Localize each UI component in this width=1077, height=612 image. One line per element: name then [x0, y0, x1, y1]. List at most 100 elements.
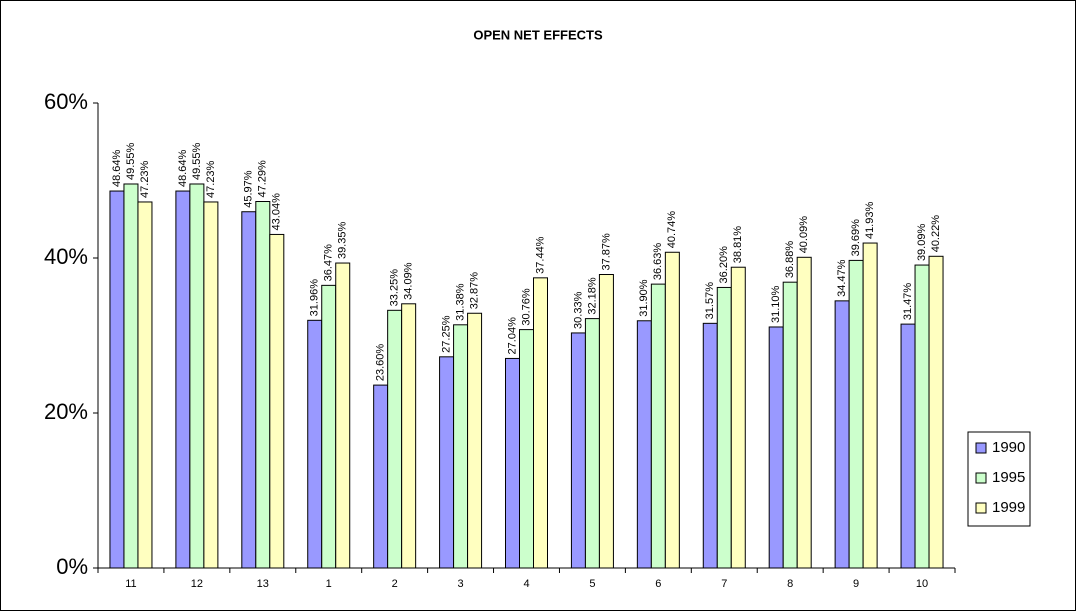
bar	[373, 384, 389, 569]
data-label: 27.25%	[440, 315, 452, 353]
data-label: 34.09%	[403, 262, 415, 300]
x-tick-label: 6	[655, 578, 661, 590]
x-tick-label: 12	[191, 578, 203, 590]
data-label: 47.23%	[205, 160, 217, 198]
bar	[387, 309, 403, 569]
bar	[123, 183, 139, 569]
bar	[307, 319, 323, 569]
data-label: 32.87%	[468, 272, 480, 310]
data-label: 40.09%	[798, 216, 810, 254]
data-label: 31.10%	[770, 285, 782, 323]
data-label: 31.38%	[454, 283, 466, 321]
x-tick-label: 4	[523, 578, 529, 590]
data-label: 37.44%	[534, 236, 546, 274]
data-label: 36.88%	[784, 241, 796, 279]
bar	[203, 201, 219, 569]
legend-swatch	[975, 502, 987, 514]
data-label: 38.81%	[732, 226, 744, 264]
bar	[570, 332, 586, 569]
y-tick-label: 0%	[56, 554, 88, 579]
bar	[175, 190, 191, 569]
data-label: 32.18%	[586, 277, 598, 315]
bar	[730, 266, 746, 569]
data-label: 36.20%	[718, 246, 730, 284]
x-tick-label: 13	[257, 578, 269, 590]
data-label: 37.87%	[600, 233, 612, 271]
bar	[928, 255, 944, 569]
data-label: 49.55%	[125, 142, 137, 180]
legend-label: 1995	[992, 469, 1025, 486]
x-tick-label: 5	[589, 578, 595, 590]
x-tick-label: 8	[787, 578, 793, 590]
bar	[636, 320, 652, 569]
data-label: 34.47%	[836, 259, 848, 297]
data-label: 43.04%	[271, 193, 283, 231]
data-label: 47.23%	[139, 160, 151, 198]
bar	[716, 286, 732, 569]
bar	[505, 357, 520, 569]
bar	[533, 277, 548, 569]
data-label: 40.74%	[666, 211, 678, 249]
bar	[467, 312, 483, 569]
legend-swatch	[975, 442, 987, 454]
x-tick-label: 3	[458, 578, 464, 590]
chart-title: OPEN NET EFFECTS	[473, 27, 603, 42]
legend-label: 1990	[992, 439, 1025, 456]
data-label: 31.57%	[704, 282, 716, 320]
bar	[664, 251, 680, 569]
bar	[796, 256, 812, 569]
y-tick-label: 40%	[44, 244, 88, 269]
bar	[650, 283, 666, 569]
legend-swatch	[975, 472, 987, 484]
bar	[453, 324, 469, 569]
data-label: 47.29%	[257, 160, 269, 198]
data-label: 49.55%	[191, 142, 203, 180]
bar	[598, 274, 614, 569]
data-label: 41.93%	[864, 202, 876, 240]
bar	[862, 242, 878, 569]
bar	[401, 303, 417, 569]
data-label: 27.04%	[506, 317, 518, 355]
bar	[519, 329, 534, 569]
legend-label: 1999	[992, 499, 1025, 516]
data-label: 36.47%	[323, 244, 335, 282]
data-label: 45.97%	[243, 170, 255, 208]
bar	[584, 318, 600, 569]
y-tick-label: 20%	[44, 399, 88, 424]
bar	[269, 233, 285, 569]
data-label: 30.76%	[520, 288, 532, 326]
data-label: 39.35%	[337, 222, 349, 260]
data-label: 23.60%	[375, 344, 387, 382]
bar	[137, 201, 153, 569]
bar	[241, 211, 257, 569]
y-tick-label: 60%	[44, 89, 88, 114]
bar	[768, 326, 784, 569]
data-label: 39.69%	[850, 219, 862, 257]
data-label: 40.22%	[930, 215, 942, 253]
bar	[335, 262, 351, 569]
x-tick-label: 11	[125, 578, 136, 590]
x-tick-label: 2	[392, 578, 398, 590]
data-label: 39.09%	[916, 224, 928, 262]
bar	[848, 259, 864, 569]
bar	[321, 284, 337, 569]
data-label: 48.64%	[177, 150, 189, 188]
bar	[189, 183, 205, 569]
x-tick-label: 9	[853, 578, 859, 590]
data-label: 33.25%	[389, 269, 401, 307]
bar	[782, 281, 798, 569]
x-tick-label: 10	[916, 578, 928, 590]
bar	[834, 300, 850, 569]
data-label: 30.33%	[572, 291, 584, 329]
data-label: 31.96%	[309, 279, 321, 317]
bar	[702, 322, 718, 569]
bar	[914, 264, 930, 569]
bar	[900, 323, 916, 569]
x-tick-label: 7	[721, 578, 727, 590]
data-label: 36.63%	[652, 243, 664, 281]
bar	[255, 201, 271, 569]
bar	[439, 356, 455, 569]
x-tick-label: 1	[326, 578, 332, 590]
